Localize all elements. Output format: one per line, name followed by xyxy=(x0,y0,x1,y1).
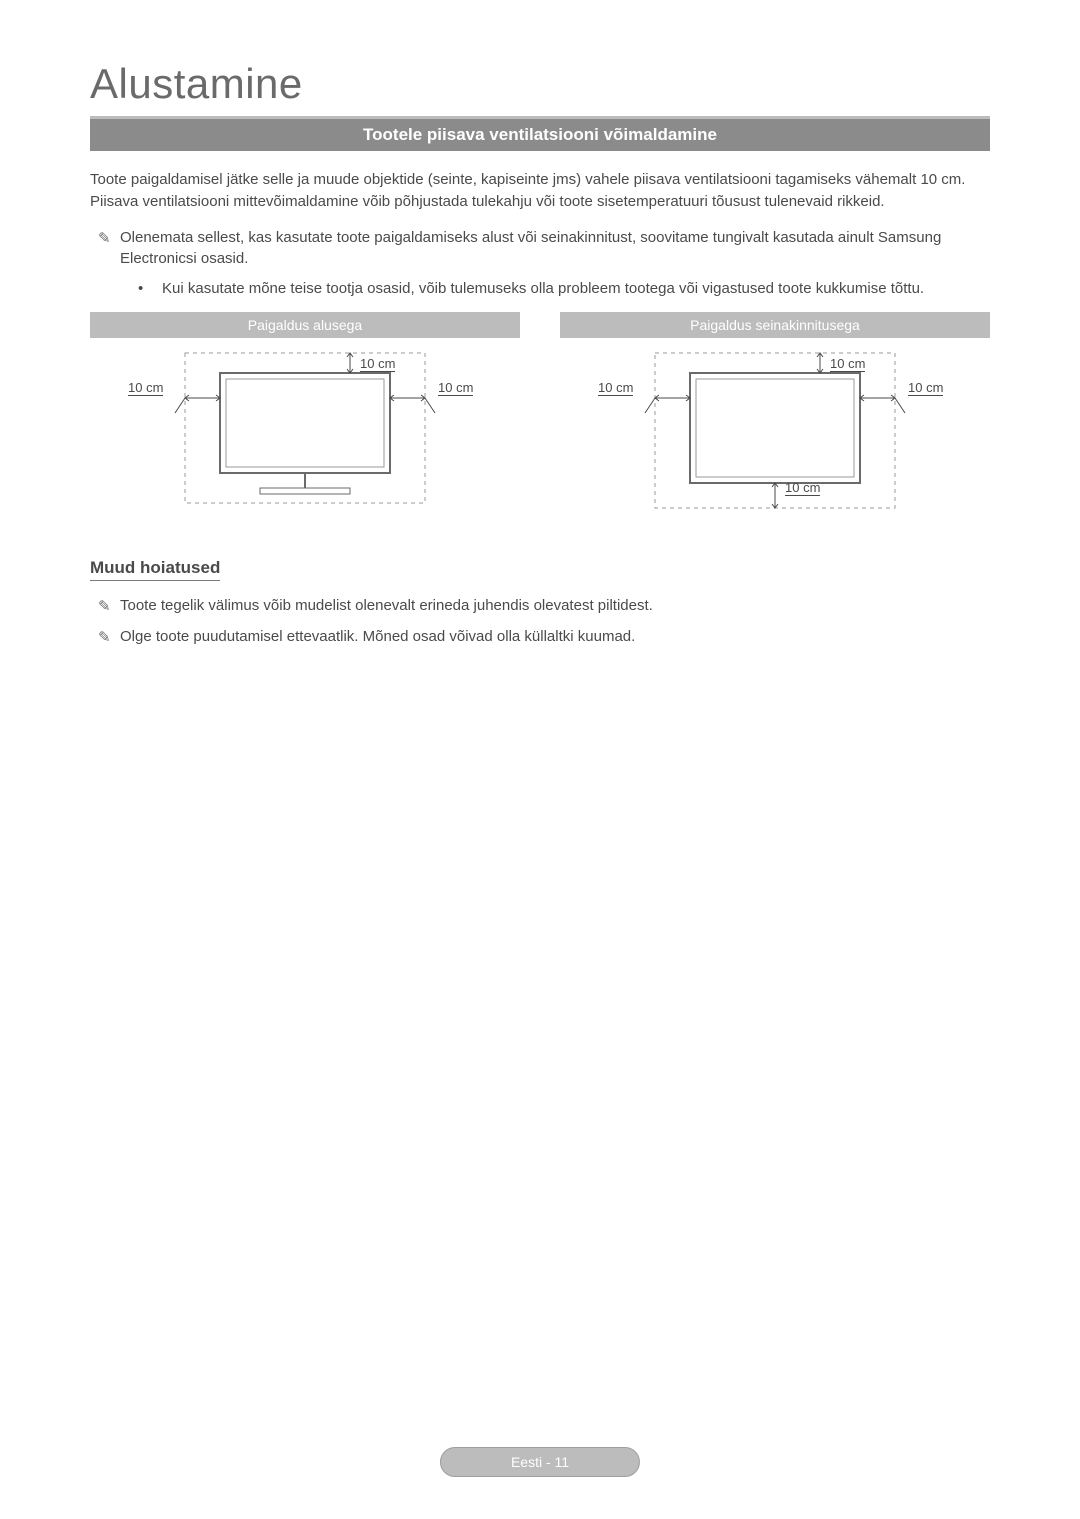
chapter-title: Alustamine xyxy=(90,60,990,108)
dim-wall-left: 10 cm xyxy=(598,380,633,397)
diagram-stand: Paigaldus alusega xyxy=(90,312,520,518)
note-icon: ✎ xyxy=(98,227,120,250)
bullet-text: Kui kasutate mõne teise tootja osasid, v… xyxy=(162,278,990,300)
dim-stand-top: 10 cm xyxy=(360,356,395,373)
sub-heading-wrap: Muud hoiatused xyxy=(90,558,990,595)
intro-paragraph: Toote paigaldamisel jätke selle ja muude… xyxy=(90,169,990,213)
dim-stand-right: 10 cm xyxy=(438,380,473,397)
diagram-wall-svg xyxy=(560,338,990,518)
dim-wall-top: 10 cm xyxy=(830,356,865,373)
bullet-marker: • xyxy=(138,278,162,300)
bullet-item: • Kui kasutate mõne teise tootja osasid,… xyxy=(90,278,990,300)
dim-stand-left: 10 cm xyxy=(128,380,163,397)
dim-wall-bottom: 10 cm xyxy=(785,480,820,497)
note-item: ✎ Olenemata sellest, kas kasutate toote … xyxy=(90,227,990,271)
note-text: Toote tegelik välimus võib mudelist olen… xyxy=(120,595,990,617)
note-text: Olenemata sellest, kas kasutate toote pa… xyxy=(120,227,990,271)
diagram-stand-header: Paigaldus alusega xyxy=(90,312,520,338)
note-icon: ✎ xyxy=(98,595,120,618)
diagram-row: Paigaldus alusega xyxy=(90,312,990,518)
diagram-wall: Paigaldus seinakinnitusega xyxy=(560,312,990,518)
note-text: Olge toote puudutamisel ettevaatlik. Mõn… xyxy=(120,626,990,648)
diagram-stand-svg xyxy=(90,338,520,518)
sub-heading: Muud hoiatused xyxy=(90,558,220,581)
diagram-wall-header: Paigaldus seinakinnitusega xyxy=(560,312,990,338)
note-item: ✎ Toote tegelik välimus võib mudelist ol… xyxy=(90,595,990,618)
dim-wall-right: 10 cm xyxy=(908,380,943,397)
page-footer: Eesti - 11 xyxy=(440,1447,640,1477)
section-title-bar: Tootele piisava ventilatsiooni võimaldam… xyxy=(90,116,990,151)
note-icon: ✎ xyxy=(98,626,120,649)
note-item: ✎ Olge toote puudutamisel ettevaatlik. M… xyxy=(90,626,990,649)
